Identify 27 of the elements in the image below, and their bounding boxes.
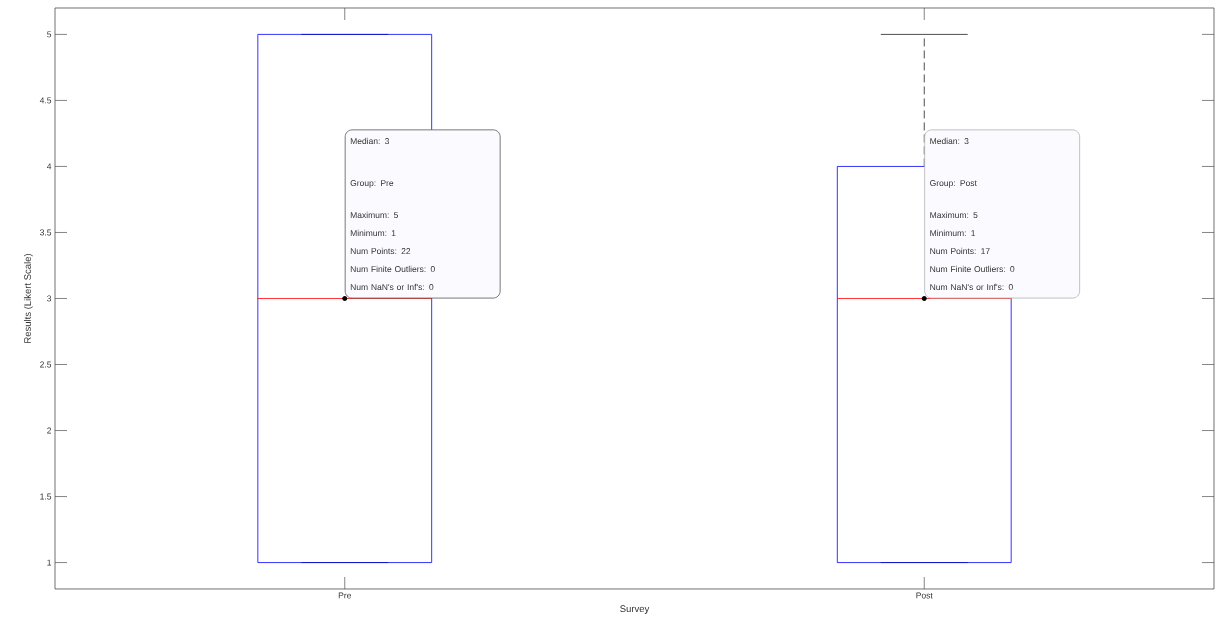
y-tick-label: 4.5 xyxy=(39,97,52,104)
annotation: Group: Pre xyxy=(350,180,394,188)
y-tick-label: 5 xyxy=(47,31,52,38)
annotation: Maximum: 5 xyxy=(930,211,978,219)
annotation: Minimum: 1 xyxy=(350,229,396,237)
annotation: Num NaN's or Inf's: 0 xyxy=(350,283,434,291)
annotation: Median: 3 xyxy=(350,137,389,145)
annotation: Minimum: 1 xyxy=(930,229,976,237)
y-axis-title: Results (Likert Scale) xyxy=(23,253,33,343)
annotation: Num Finite Outliers: 0 xyxy=(350,265,435,273)
y-tick-label: 3.5 xyxy=(39,229,52,236)
y-tick-label: 2.5 xyxy=(40,361,52,368)
annotation: Num Points: 17 xyxy=(930,247,990,255)
annotation: Maximum: 5 xyxy=(350,211,398,219)
annotation: Group: Post xyxy=(930,180,977,188)
x-tick-label: Post xyxy=(916,592,933,599)
y-tick-label: 3 xyxy=(47,295,52,302)
annotation: Num NaN's or Inf's: 0 xyxy=(930,283,1013,291)
y-tick-label: 4 xyxy=(46,163,52,170)
y-tick-label: 2 xyxy=(47,427,52,434)
annotation: Num Finite Outliers: 0 xyxy=(930,265,1015,273)
x-tick-label: Pre xyxy=(338,592,351,599)
x-axis-title: Survey xyxy=(620,605,650,614)
annotation: Num Points: 22 xyxy=(350,247,411,255)
y-tick-label: 1 xyxy=(47,559,52,566)
y-tick-label: 1.5 xyxy=(40,493,52,500)
annotation: Median: 3 xyxy=(930,137,969,145)
